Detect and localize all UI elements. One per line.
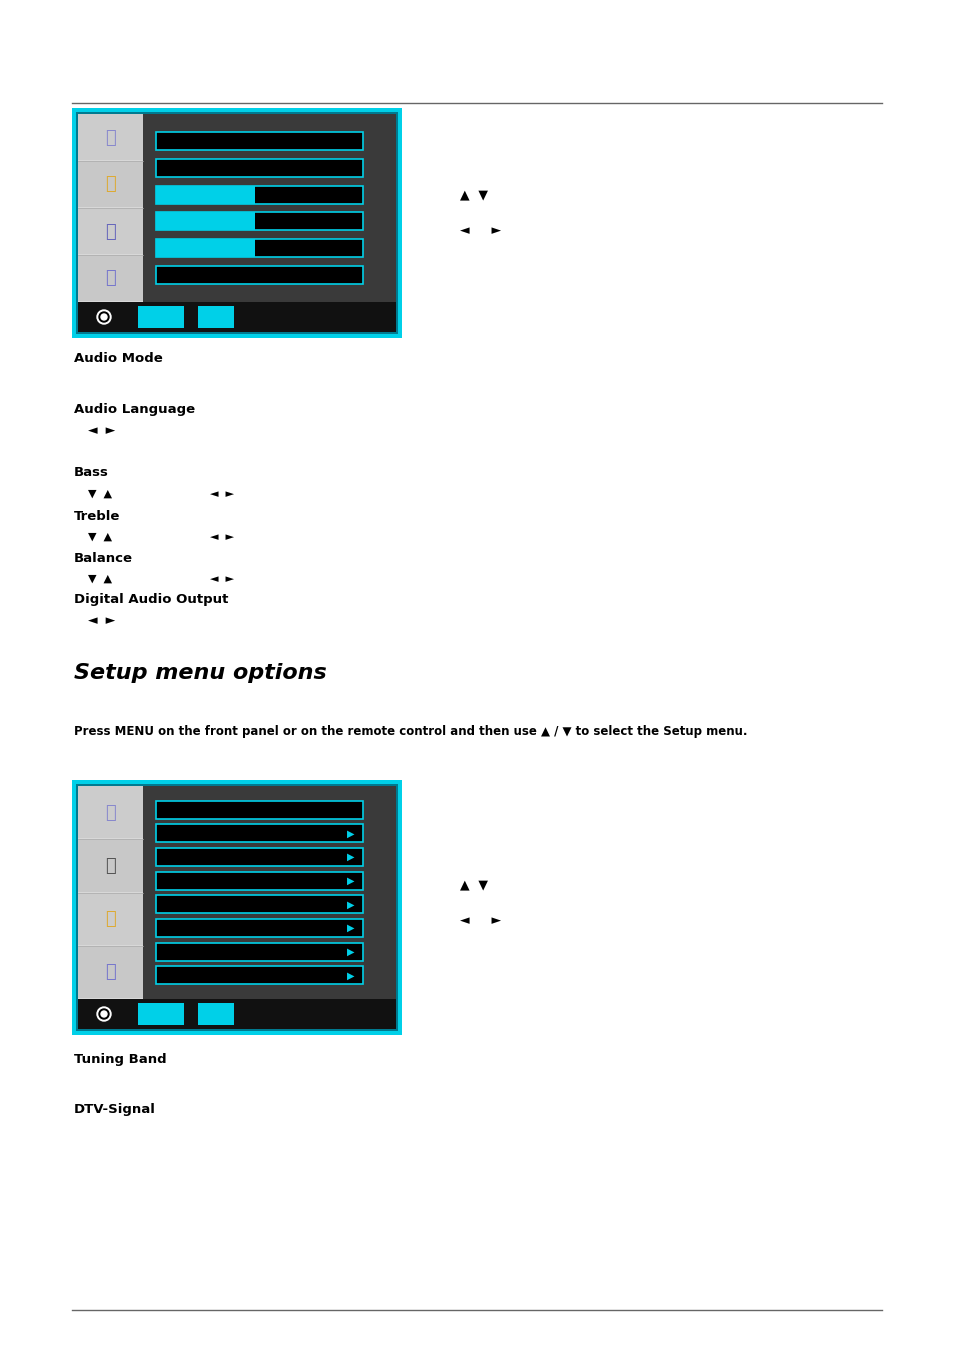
Bar [155,872,363,890]
Text: ◄     ►: ◄ ► [459,914,500,926]
Bar [78,786,143,999]
Bar [155,266,363,284]
Bar [155,185,363,204]
Text: DTV-Signal: DTV-Signal [74,1103,155,1117]
Circle shape [99,312,109,322]
Bar [78,114,143,160]
Bar [198,1003,233,1025]
Bar [78,946,143,998]
Text: ⭐: ⭐ [105,910,115,927]
Text: ▶: ▶ [347,946,355,957]
Bar [155,800,363,819]
Bar [198,306,233,329]
Text: Audio Mode: Audio Mode [74,352,163,365]
Text: 🔊: 🔊 [105,176,115,193]
Text: ▶: ▶ [347,971,355,980]
Bar [155,848,363,867]
Text: 🔊: 🔊 [105,857,115,875]
Text: ▼  ▲: ▼ ▲ [88,575,112,584]
Circle shape [101,314,107,320]
Bar [138,306,184,329]
Text: ▲  ▼: ▲ ▼ [459,188,488,201]
Text: Setup menu options: Setup menu options [74,662,327,683]
Bar [78,786,143,838]
Bar [76,784,397,1032]
Circle shape [97,310,111,324]
Bar [71,108,401,338]
Text: ◄  ►: ◄ ► [88,615,115,627]
Text: ▼  ▲: ▼ ▲ [88,489,112,499]
Bar [155,239,363,257]
Bar [78,999,395,1029]
Text: ◄  ►: ◄ ► [88,423,115,437]
Bar [78,892,143,945]
Text: Treble: Treble [74,510,120,522]
Text: Digital Audio Output: Digital Audio Output [74,594,228,607]
Circle shape [97,1007,111,1021]
Bar [155,895,363,914]
Text: ▶: ▶ [347,923,355,933]
Bar [78,301,395,333]
Bar [155,132,363,150]
Text: ◄  ►: ◄ ► [210,575,233,584]
Bar [155,212,255,230]
Text: ▶: ▶ [347,829,355,838]
Circle shape [99,1009,109,1019]
Bar [155,239,255,257]
Bar [71,780,401,1036]
Text: ◄  ►: ◄ ► [210,489,233,499]
Bar [155,942,363,961]
Bar [155,185,255,204]
Text: ▶: ▶ [347,876,355,886]
Text: ▶: ▶ [347,852,355,863]
Text: ◄  ►: ◄ ► [210,531,233,542]
Text: ▲  ▼: ▲ ▼ [459,879,488,891]
Text: Balance: Balance [74,552,132,565]
Text: ▶: ▶ [347,899,355,910]
Text: Bass: Bass [74,466,109,480]
Text: 📺: 📺 [105,128,115,146]
Bar [78,786,395,1029]
Bar [76,112,397,334]
Bar [78,840,143,891]
Bar [155,158,363,177]
Text: ◄     ►: ◄ ► [459,223,500,237]
Bar [143,114,395,301]
Bar [78,256,143,301]
Text: 🔧: 🔧 [105,269,115,288]
Bar [78,114,395,333]
Text: 🔧: 🔧 [105,964,115,982]
Text: Tuning Band: Tuning Band [74,1053,167,1067]
Text: Press MENU on the front panel or on the remote control and then use ▲ / ▼ to sel: Press MENU on the front panel or on the … [74,726,747,738]
Text: 📡: 📡 [105,223,115,241]
Bar [155,825,363,842]
Bar [155,919,363,937]
Text: 📺: 📺 [105,803,115,822]
Text: Audio Language: Audio Language [74,403,195,416]
Bar [78,208,143,254]
Bar [138,1003,184,1025]
Bar [143,786,395,999]
Circle shape [101,1011,107,1017]
Bar [78,161,143,207]
Bar [78,114,143,301]
Text: ▼  ▲: ▼ ▲ [88,531,112,542]
Bar [155,212,363,230]
Bar [155,967,363,984]
